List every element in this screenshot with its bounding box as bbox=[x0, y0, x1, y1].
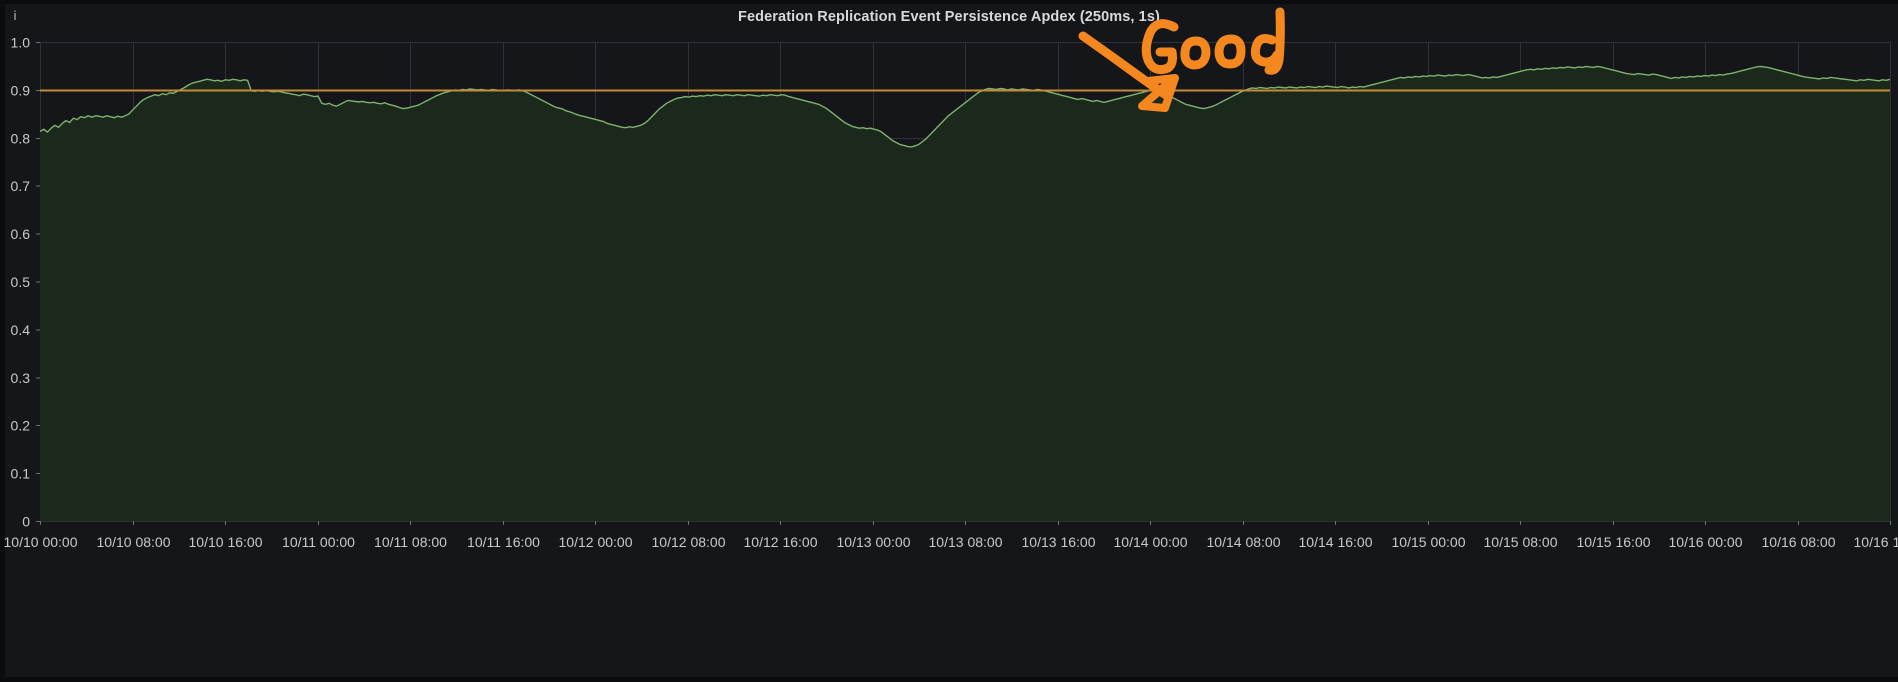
x-axis-tick-label: 10/14 16:00 bbox=[1299, 534, 1373, 550]
series-area-fill bbox=[40, 66, 1890, 522]
y-axis-tick-label: 0.9 bbox=[11, 82, 31, 98]
x-axis-tick-label: 10/12 00:00 bbox=[559, 534, 633, 550]
x-axis-tick-label: 10/15 08:00 bbox=[1484, 534, 1558, 550]
y-axis-tick-label: 0.4 bbox=[11, 322, 31, 338]
page-title: Federation Replication Event Persistence… bbox=[738, 9, 1160, 25]
x-axis-tick-label: 10/16 08:00 bbox=[1762, 534, 1836, 550]
y-axis-tick-label: 1.0 bbox=[11, 35, 31, 51]
x-axis-tick-label: 10/10 00:00 bbox=[4, 534, 78, 550]
x-axis-tick-label: 10/11 16:00 bbox=[467, 534, 540, 550]
x-axis-tick-label: 10/11 08:00 bbox=[374, 534, 447, 550]
x-axis-tick-label: 10/14 00:00 bbox=[1114, 534, 1188, 550]
x-axis-tick-label: 10/13 08:00 bbox=[929, 534, 1003, 550]
x-axis-tick-label: 10/11 00:00 bbox=[282, 534, 355, 550]
panel-bottom-edge bbox=[0, 677, 1898, 682]
y-axis-tick-label: 0.6 bbox=[11, 226, 31, 242]
x-axis-tick-label: 10/10 16:00 bbox=[189, 534, 263, 550]
info-icon[interactable]: i bbox=[13, 8, 17, 23]
x-axis-tick-label: 10/13 00:00 bbox=[837, 534, 911, 550]
panel-top-edge bbox=[0, 0, 1898, 4]
x-axis-tick-label: 10/16 00:00 bbox=[1669, 534, 1743, 550]
y-axis-tick-label: 0.3 bbox=[11, 370, 31, 386]
x-axis-tick-label: 10/15 16:00 bbox=[1577, 534, 1651, 550]
x-axis-tick-label: 10/14 08:00 bbox=[1207, 534, 1281, 550]
series-line bbox=[39, 65, 1891, 148]
x-axis-tick-label: 10/10 08:00 bbox=[97, 534, 171, 550]
y-axis-tick-label: 0.2 bbox=[11, 418, 31, 434]
panel-left-edge bbox=[0, 0, 5, 682]
x-axis-tick-label: 10/16 16:00 bbox=[1854, 534, 1898, 550]
x-axis-tick-label: 10/12 08:00 bbox=[652, 534, 726, 550]
x-axis-tick-label: 10/15 00:00 bbox=[1392, 534, 1466, 550]
y-axis-tick-label: 0 bbox=[22, 514, 30, 530]
y-axis-tick-label: 0.7 bbox=[11, 178, 31, 194]
y-axis-tick-label: 0.5 bbox=[11, 274, 31, 290]
y-axis-tick-label: 0.1 bbox=[11, 466, 31, 482]
x-axis-tick-label: 10/13 16:00 bbox=[1022, 534, 1096, 550]
x-axis-tick-label: 10/12 16:00 bbox=[744, 534, 818, 550]
y-axis-tick-label: 0.8 bbox=[11, 130, 31, 146]
